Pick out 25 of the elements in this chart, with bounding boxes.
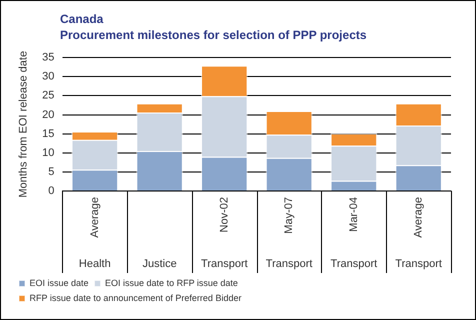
y-tick-label: 35	[42, 52, 54, 64]
y-tick-label: 15	[42, 128, 54, 140]
y-tick-label: 30	[42, 70, 54, 83]
y-tick-label: 20	[42, 108, 54, 121]
y-tick-label: 0	[48, 185, 54, 198]
x-tick-label: Nov-02	[218, 197, 230, 232]
x-tick-label: May-07	[283, 197, 296, 234]
text: Transport	[395, 258, 442, 270]
text: Transport	[201, 258, 248, 270]
y-tick-label: 10	[42, 146, 54, 159]
text: Health	[78, 258, 111, 270]
y-tick-label: 25	[42, 90, 54, 102]
x-tick-label: Average	[88, 197, 101, 238]
text: Transport	[330, 258, 378, 270]
chart-title: Canada	[60, 11, 104, 27]
text: Justice	[142, 258, 177, 270]
legend-label: EOI issue date	[30, 278, 89, 288]
legend-label: EOI issue date to RFP issue date	[105, 278, 238, 288]
y-axis-title: Months from EOI release date	[18, 50, 30, 198]
chart-subtitle: Procurement milestones for selection of PPP projects	[60, 27, 368, 43]
y-tick-label: 5	[48, 166, 54, 178]
text: Transport	[266, 258, 312, 270]
x-tick-label: Average	[412, 197, 425, 238]
x-tick-label: Mar-04	[348, 197, 360, 232]
legend-label: RFP issue date to announcement of Preferred Bidder	[30, 292, 242, 303]
